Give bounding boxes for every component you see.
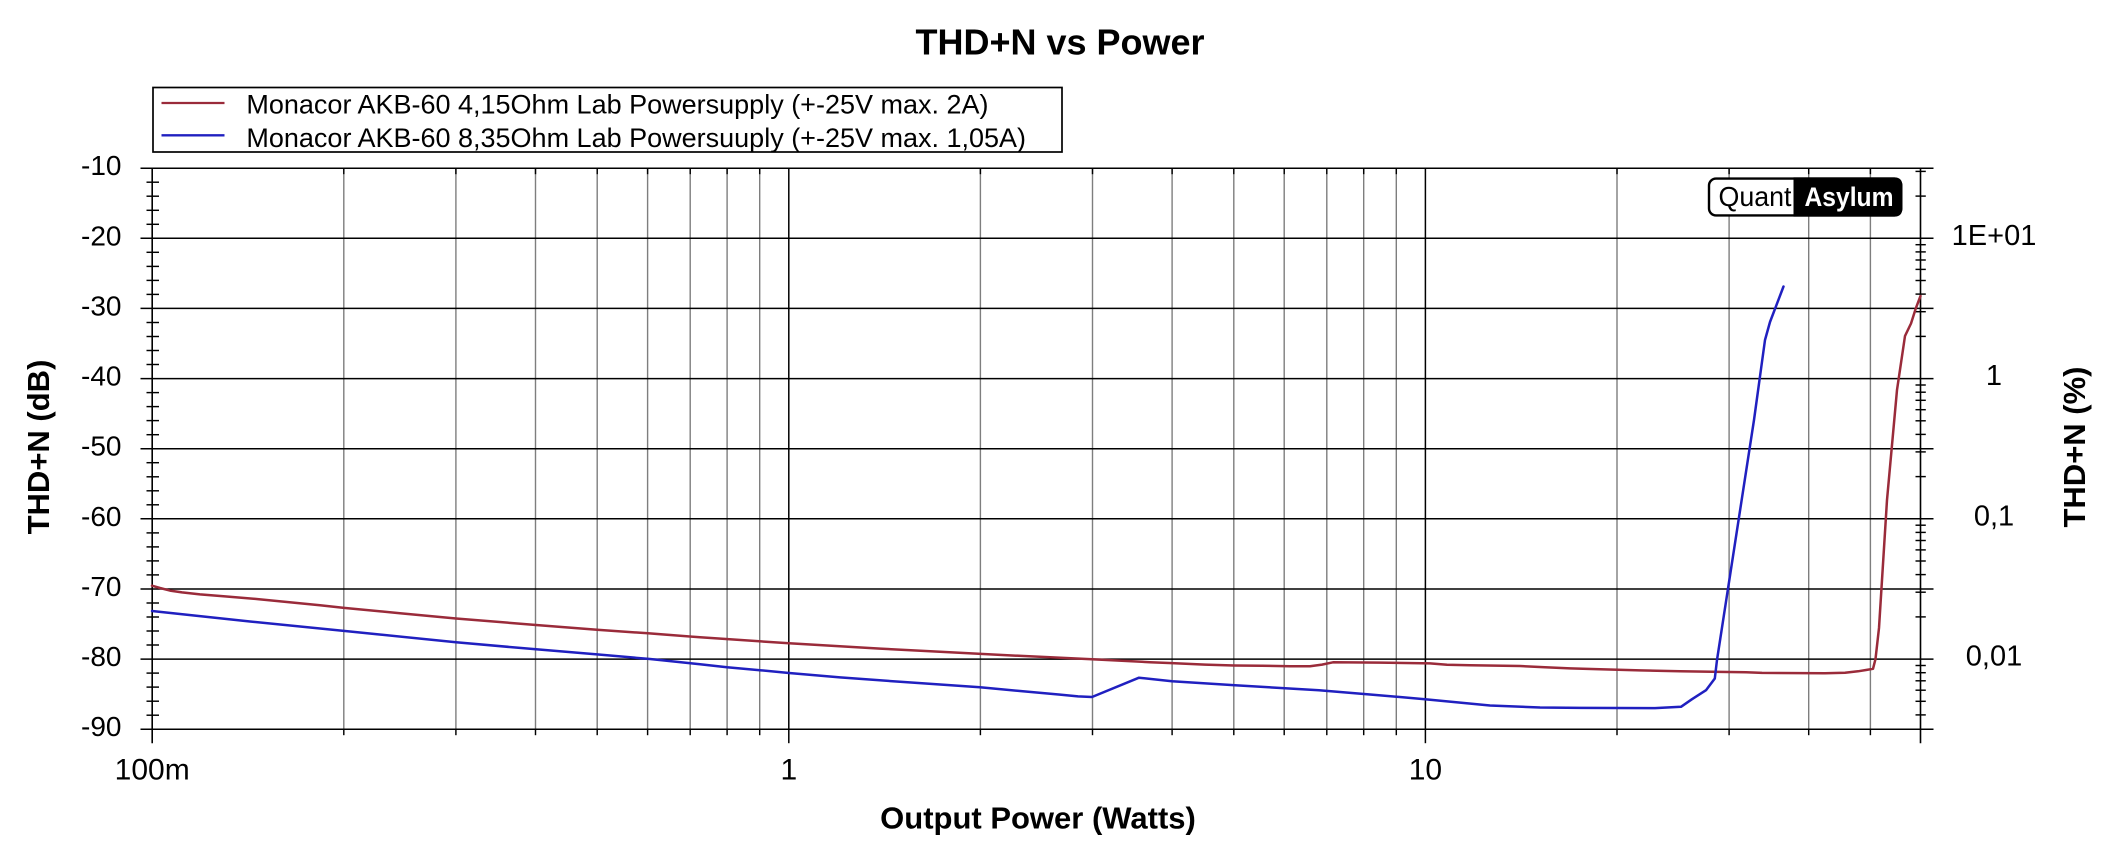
svg-text:Monacor AKB-60 8,35Ohm Lab Pow: Monacor AKB-60 8,35Ohm Lab Powersuuply (… [246, 123, 1026, 153]
svg-text:Quant: Quant [1719, 181, 1792, 212]
svg-text:Output Power (Watts): Output Power (Watts) [880, 801, 1196, 836]
svg-text:100m: 100m [115, 754, 190, 787]
svg-text:-60: -60 [81, 501, 121, 532]
svg-text:10: 10 [1409, 754, 1442, 787]
svg-text:0,1: 0,1 [1974, 500, 2014, 532]
svg-text:-30: -30 [81, 290, 121, 321]
svg-text:-20: -20 [81, 220, 121, 251]
svg-text:THD+N vs Power: THD+N vs Power [915, 22, 1204, 63]
svg-text:Asylum: Asylum [1805, 182, 1894, 212]
svg-text:-40: -40 [81, 361, 121, 392]
svg-text:-50: -50 [81, 431, 121, 462]
svg-text:-80: -80 [81, 641, 121, 672]
svg-text:-90: -90 [81, 711, 121, 742]
svg-text:1: 1 [1986, 360, 2002, 392]
svg-text:1: 1 [780, 754, 797, 787]
svg-text:0,01: 0,01 [1966, 641, 2022, 673]
svg-text:THD+N (dB): THD+N (dB) [21, 360, 56, 535]
svg-text:Monacor AKB-60 4,15Ohm Lab Pow: Monacor AKB-60 4,15Ohm Lab Powersupply (… [246, 90, 988, 120]
svg-text:-10: -10 [81, 150, 121, 181]
svg-text:1E+01: 1E+01 [1952, 220, 2037, 252]
svg-text:-70: -70 [81, 571, 121, 602]
svg-text:THD+N (%): THD+N (%) [2057, 366, 2092, 527]
